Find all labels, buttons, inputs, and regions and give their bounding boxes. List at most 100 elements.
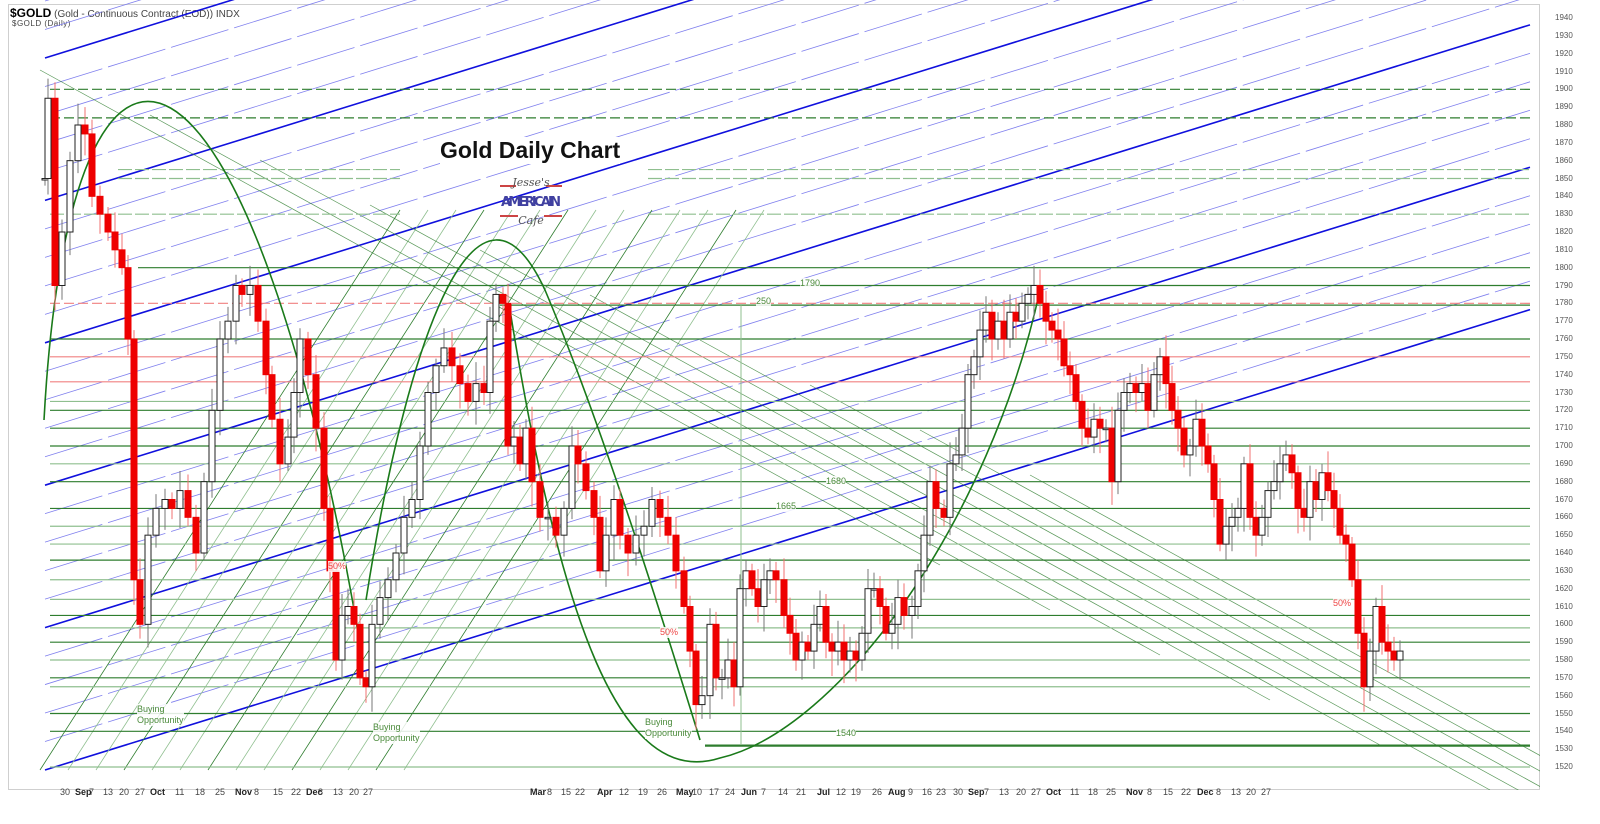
x-tick-label: 7 — [984, 787, 990, 797]
down-candle — [882, 606, 890, 634]
up-candle — [232, 285, 240, 322]
x-tick-label: 21 — [796, 787, 807, 797]
up-candle — [58, 231, 66, 286]
y-tick-label: 1790 — [1555, 280, 1573, 290]
up-candle — [798, 641, 806, 661]
y-tick-label: 1550 — [1555, 708, 1573, 718]
up-candle — [522, 427, 530, 465]
x-tick-label: 22 — [291, 787, 302, 797]
x-tick-label: 20 — [349, 787, 360, 797]
up-candle — [958, 427, 966, 456]
up-candle — [1102, 427, 1110, 431]
up-candle — [816, 606, 824, 625]
x-tick-label: 22 — [575, 787, 586, 797]
down-candle — [1054, 329, 1062, 340]
x-tick-label: 8 — [254, 787, 260, 797]
up-candle — [66, 160, 74, 233]
up-candle — [290, 392, 298, 438]
logo-middle-text: AMERICAIN — [501, 195, 561, 210]
up-candle — [602, 534, 610, 572]
down-candle — [320, 427, 328, 509]
logo-top-text: Jesse's — [510, 176, 550, 189]
down-candle — [528, 427, 536, 483]
down-candle — [692, 650, 700, 706]
down-candle — [1078, 400, 1086, 429]
down-candle — [1060, 338, 1068, 367]
y-tick-label: 1520 — [1555, 762, 1573, 771]
up-candle — [914, 570, 922, 607]
blue-trendline — [44, 81, 1531, 543]
up-candle — [284, 436, 292, 465]
down-candle — [1246, 463, 1254, 518]
y-tick-label: 1530 — [1555, 744, 1573, 754]
up-candle — [1018, 302, 1026, 322]
x-tick-label: 30 — [60, 787, 71, 797]
x-tick-label: 22 — [1181, 787, 1192, 797]
down-candle — [1048, 320, 1056, 331]
up-candle — [810, 623, 818, 652]
green-descending-line — [919, 429, 1600, 805]
down-candle — [1036, 285, 1044, 304]
logo-bottom-text: Cafe — [518, 214, 544, 227]
down-candle — [1042, 302, 1050, 322]
down-candle — [448, 347, 456, 367]
down-candle — [988, 311, 996, 340]
up-candle — [610, 499, 618, 536]
up-candle — [834, 641, 842, 652]
y-tick-label: 1850 — [1555, 173, 1573, 183]
up-candle — [976, 329, 984, 358]
blue-trendline — [44, 0, 1245, 372]
up-candle — [1138, 383, 1146, 394]
x-tick-label: Nov — [235, 787, 253, 797]
down-candle — [1096, 418, 1104, 429]
y-tick-label: 1540 — [1555, 726, 1573, 736]
y-tick-label: 1920 — [1555, 48, 1573, 58]
up-candle — [200, 481, 208, 554]
y-tick-label: 1780 — [1555, 298, 1573, 308]
down-candle — [1300, 507, 1308, 518]
x-tick-label: Jun — [741, 787, 758, 797]
x-tick-label: 11 — [1070, 787, 1080, 797]
down-candle — [616, 499, 624, 536]
up-candle — [946, 463, 954, 518]
up-candle — [424, 392, 432, 447]
up-candle — [1120, 392, 1128, 411]
down-candle — [456, 365, 464, 385]
x-tick-label: 8 — [1216, 787, 1222, 797]
x-tick-label: Oct — [1046, 787, 1062, 797]
down-candle — [712, 623, 720, 679]
up-candle — [408, 499, 416, 518]
up-candle — [648, 499, 656, 527]
blue-trendline — [44, 0, 601, 173]
down-candle — [1162, 356, 1170, 385]
down-candle — [780, 579, 788, 616]
down-candle — [1348, 543, 1356, 581]
up-candle — [926, 481, 934, 536]
down-candle — [262, 320, 270, 376]
down-candle — [268, 374, 276, 420]
down-candle — [656, 499, 664, 518]
blue-trendline — [44, 0, 510, 144]
x-tick-label: 24 — [725, 787, 736, 797]
down-candle — [356, 623, 364, 679]
up-candle — [1372, 606, 1380, 652]
chart-annotation: Buying Opportunity — [137, 704, 184, 726]
up-candle — [44, 97, 52, 179]
down-candle — [96, 195, 104, 215]
chart-annotation: 1665 — [776, 501, 797, 512]
y-tick-label: 1910 — [1555, 66, 1573, 76]
down-candle — [480, 383, 488, 394]
up-candle — [760, 579, 768, 607]
y-tick-label: 1830 — [1555, 209, 1573, 219]
down-candle — [552, 516, 560, 536]
x-tick-label: 18 — [1088, 787, 1099, 797]
up-candle — [766, 570, 774, 581]
x-tick-label: Apr — [597, 787, 613, 797]
x-tick-label: 27 — [1261, 787, 1272, 797]
down-candle — [672, 534, 680, 572]
up-candle — [440, 347, 448, 367]
y-tick-label: 1650 — [1555, 530, 1573, 540]
y-tick-label: 1700 — [1555, 441, 1573, 450]
chart-frame — [8, 4, 1540, 790]
